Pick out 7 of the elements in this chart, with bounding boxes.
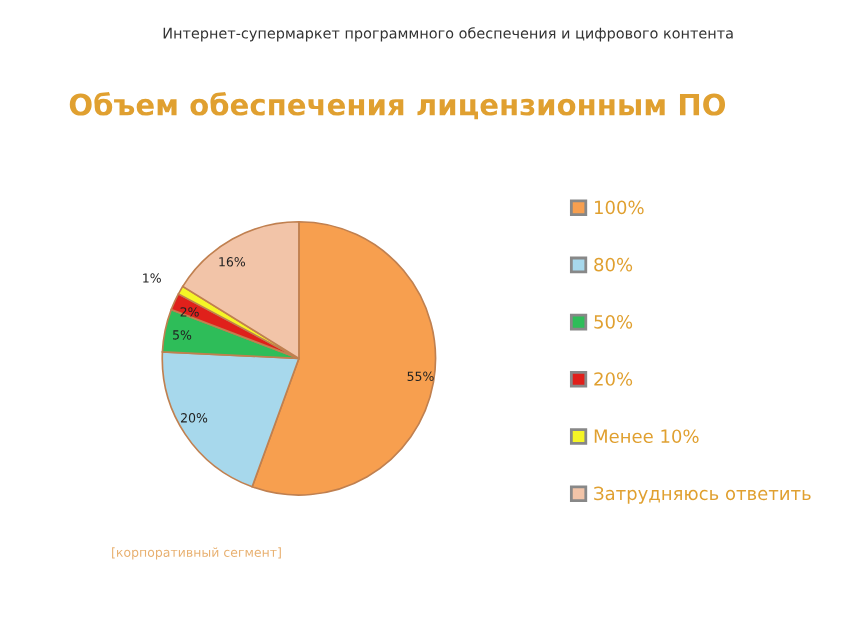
legend-label: Затрудняюсь ответить	[594, 486, 811, 504]
chart-title: Объем обеспечения лицензионным ПО	[69, 92, 726, 120]
legend-label: 80%	[594, 257, 633, 272]
legend-label: 100%	[595, 200, 644, 215]
legend-label: Менее 10%	[594, 429, 699, 444]
legend-label: 20%	[594, 372, 633, 386]
legend-label: 50%	[594, 314, 633, 329]
